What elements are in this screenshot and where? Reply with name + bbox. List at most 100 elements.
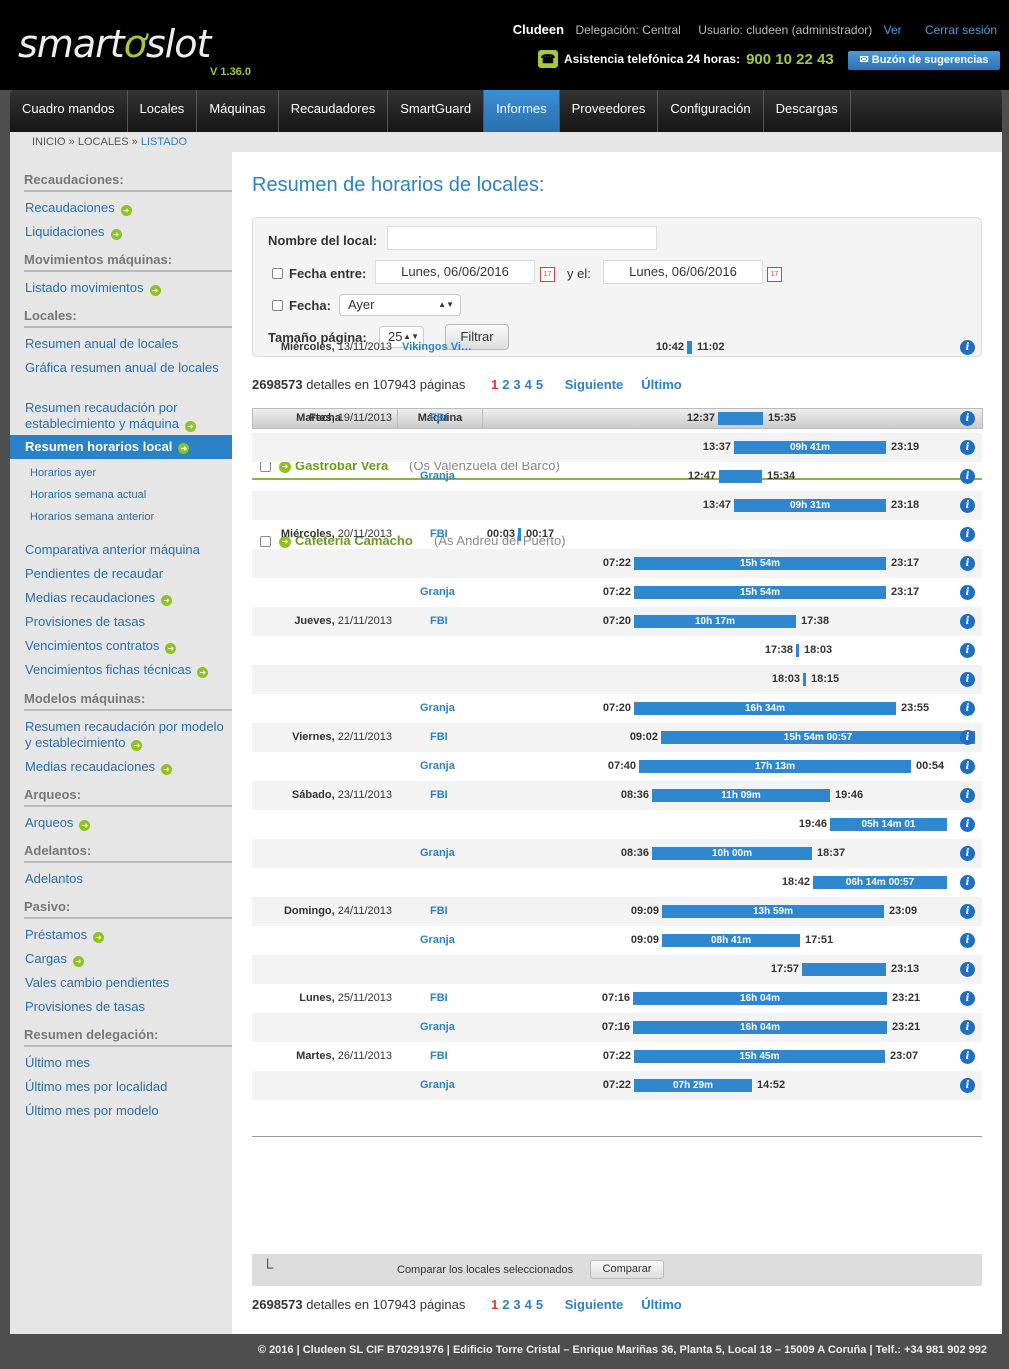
row-machine[interactable]: FBI bbox=[430, 992, 448, 1004]
group-checkbox[interactable] bbox=[260, 536, 271, 547]
page-2[interactable]: 2 bbox=[502, 377, 510, 392]
nav-configuracion[interactable]: Configuración bbox=[658, 90, 764, 132]
info-icon[interactable]: i bbox=[960, 788, 975, 803]
row-machine[interactable]: FBI bbox=[430, 615, 448, 627]
next-page-link[interactable]: Siguiente bbox=[564, 377, 624, 392]
info-icon[interactable]: i bbox=[960, 701, 975, 716]
page-1[interactable]: 1 bbox=[490, 1297, 499, 1312]
info-icon[interactable]: i bbox=[960, 846, 975, 861]
sidebar-item-liquidaciones[interactable]: Liquidaciones ➜ bbox=[25, 224, 230, 240]
calendar-icon[interactable]: 17 bbox=[767, 267, 782, 282]
crumb-inicio[interactable]: INICIO bbox=[32, 136, 66, 148]
row-machine[interactable]: FBI bbox=[430, 905, 448, 917]
arrow-icon[interactable]: ➜ bbox=[279, 536, 291, 548]
sidebar-item-adelantos[interactable]: Adelantos bbox=[25, 871, 83, 886]
sidebar-item-provisiones[interactable]: Provisiones de tasas bbox=[25, 614, 145, 629]
sidebar-item-medias-modelo[interactable]: Medias recaudaciones ➜ bbox=[25, 759, 230, 775]
last-page-link[interactable]: Último bbox=[641, 377, 682, 392]
info-icon[interactable]: i bbox=[960, 643, 975, 658]
page-size-select[interactable]: 25 ▲▼ bbox=[379, 326, 424, 348]
page-3[interactable]: 3 bbox=[513, 1297, 521, 1312]
page-5[interactable]: 5 bbox=[535, 377, 544, 392]
sidebar-item-prestamos[interactable]: Préstamos ➜ bbox=[25, 927, 230, 943]
sidebar-item-cargas[interactable]: Cargas ➜ bbox=[25, 951, 230, 967]
info-icon[interactable]: i bbox=[960, 1049, 975, 1064]
fecha-select[interactable]: Ayer ▲▼ bbox=[339, 294, 461, 316]
nav-locales[interactable]: Locales bbox=[128, 90, 198, 132]
compare-button[interactable]: Comparar bbox=[590, 1260, 664, 1279]
info-icon[interactable]: i bbox=[960, 933, 975, 948]
nav-maquinas[interactable]: Máquinas bbox=[197, 90, 279, 132]
ver-link[interactable]: Ver bbox=[883, 23, 902, 37]
info-icon[interactable]: i bbox=[960, 340, 975, 355]
info-icon[interactable]: i bbox=[960, 672, 975, 687]
info-icon[interactable]: i bbox=[960, 527, 975, 542]
info-icon[interactable]: i bbox=[960, 991, 975, 1006]
logo[interactable]: smartơslot bbox=[18, 22, 211, 66]
info-icon[interactable]: i bbox=[960, 498, 975, 513]
row-machine[interactable]: Granja bbox=[420, 1079, 455, 1091]
row-machine[interactable]: FBI bbox=[430, 528, 448, 540]
sidebar-sub-semana-anterior[interactable]: Horarios semana anterior bbox=[30, 511, 155, 523]
sidebar-item-resumen-anual[interactable]: Resumen anual de locales bbox=[25, 336, 179, 351]
sidebar-item-ultimo-localidad[interactable]: Último mes por localidad bbox=[25, 1079, 168, 1094]
group-name[interactable]: Cafetería Camacho bbox=[295, 533, 413, 548]
page-2[interactable]: 2 bbox=[502, 1297, 510, 1312]
sidebar-item-resumen-horarios[interactable]: Resumen horarios local ➜ bbox=[10, 435, 232, 459]
sidebar-sub-semana-actual[interactable]: Horarios semana actual bbox=[30, 489, 147, 501]
page-4[interactable]: 4 bbox=[524, 1297, 532, 1312]
nav-informes[interactable]: Informes bbox=[484, 90, 560, 132]
row-machine[interactable]: Granja bbox=[420, 760, 455, 772]
info-icon[interactable]: i bbox=[960, 962, 975, 977]
sidebar-item-ultimo-modelo[interactable]: Último mes por modelo bbox=[25, 1103, 159, 1118]
row-machine[interactable]: FBI bbox=[430, 412, 448, 424]
sidebar-item-arqueos[interactable]: Arqueos ➜ bbox=[25, 815, 230, 831]
sidebar-item-venc-fichas[interactable]: Vencimientos fichas técnicas ➜ bbox=[25, 662, 230, 678]
sidebar-item-recaudaciones[interactable]: Recaudaciones ➜ bbox=[25, 200, 230, 216]
info-icon[interactable]: i bbox=[960, 1020, 975, 1035]
info-icon[interactable]: i bbox=[960, 440, 975, 455]
page-1[interactable]: 1 bbox=[490, 377, 499, 392]
nav-smartguard[interactable]: SmartGuard bbox=[388, 90, 485, 132]
info-icon[interactable]: i bbox=[960, 759, 975, 774]
sidebar-item-medias[interactable]: Medias recaudaciones ➜ bbox=[25, 590, 230, 606]
row-machine[interactable]: Granja bbox=[420, 847, 455, 859]
col-fecha[interactable]: Fecha bbox=[253, 409, 398, 428]
info-icon[interactable]: i bbox=[960, 904, 975, 919]
nav-recaudadores[interactable]: Recaudadores bbox=[279, 90, 389, 132]
calendar-icon[interactable]: 17 bbox=[540, 267, 555, 282]
info-icon[interactable]: i bbox=[960, 585, 975, 600]
date-to-input[interactable]: Lunes, 06/06/2016 bbox=[603, 260, 763, 284]
row-machine[interactable]: FBI bbox=[430, 789, 448, 801]
nav-cuadro-mandos[interactable]: Cuadro mandos bbox=[10, 90, 128, 132]
sidebar-item-comparativa[interactable]: Comparativa anterior máquina bbox=[25, 542, 200, 557]
sidebar-item-venc-contratos[interactable]: Vencimientos contratos ➜ bbox=[25, 638, 230, 654]
sidebar-item-grafica[interactable]: Gráfica resumen anual de locales bbox=[25, 360, 219, 375]
row-machine[interactable]: Granja bbox=[420, 586, 455, 598]
date-from-input[interactable]: Lunes, 06/06/2016 bbox=[375, 260, 535, 284]
row-machine[interactable]: Vikingos Vi… bbox=[402, 341, 472, 353]
row-machine[interactable]: Granja bbox=[420, 470, 455, 482]
sidebar-sub-horarios-ayer[interactable]: Horarios ayer bbox=[30, 467, 97, 479]
info-icon[interactable]: i bbox=[960, 817, 975, 832]
sidebar-item-resumen-modelo[interactable]: Resumen recaudación por modelo y estable… bbox=[25, 719, 230, 751]
row-machine[interactable]: FBI bbox=[430, 1050, 448, 1062]
page-3[interactable]: 3 bbox=[513, 377, 521, 392]
sidebar-item-pendientes[interactable]: Pendientes de recaudar bbox=[25, 566, 164, 581]
info-icon[interactable]: i bbox=[960, 556, 975, 571]
page-5[interactable]: 5 bbox=[535, 1297, 544, 1312]
info-icon[interactable]: i bbox=[960, 614, 975, 629]
arrow-icon[interactable]: ➜ bbox=[279, 461, 291, 473]
row-machine[interactable]: Granja bbox=[420, 1021, 455, 1033]
suggestions-button[interactable]: ✉ Buzón de sugerencias bbox=[848, 51, 1000, 70]
filter-button[interactable]: Filtrar bbox=[445, 324, 509, 350]
fecha-checkbox[interactable] bbox=[272, 300, 283, 311]
row-machine[interactable]: FBI bbox=[430, 731, 448, 743]
sidebar-item-vales[interactable]: Vales cambio pendientes bbox=[25, 975, 170, 990]
info-icon[interactable]: i bbox=[960, 1078, 975, 1093]
last-page-link[interactable]: Último bbox=[641, 1297, 682, 1312]
next-page-link[interactable]: Siguiente bbox=[564, 1297, 624, 1312]
page-4[interactable]: 4 bbox=[524, 377, 532, 392]
logout-link[interactable]: Cerrar sesión bbox=[924, 23, 997, 37]
info-icon[interactable]: i bbox=[960, 875, 975, 890]
